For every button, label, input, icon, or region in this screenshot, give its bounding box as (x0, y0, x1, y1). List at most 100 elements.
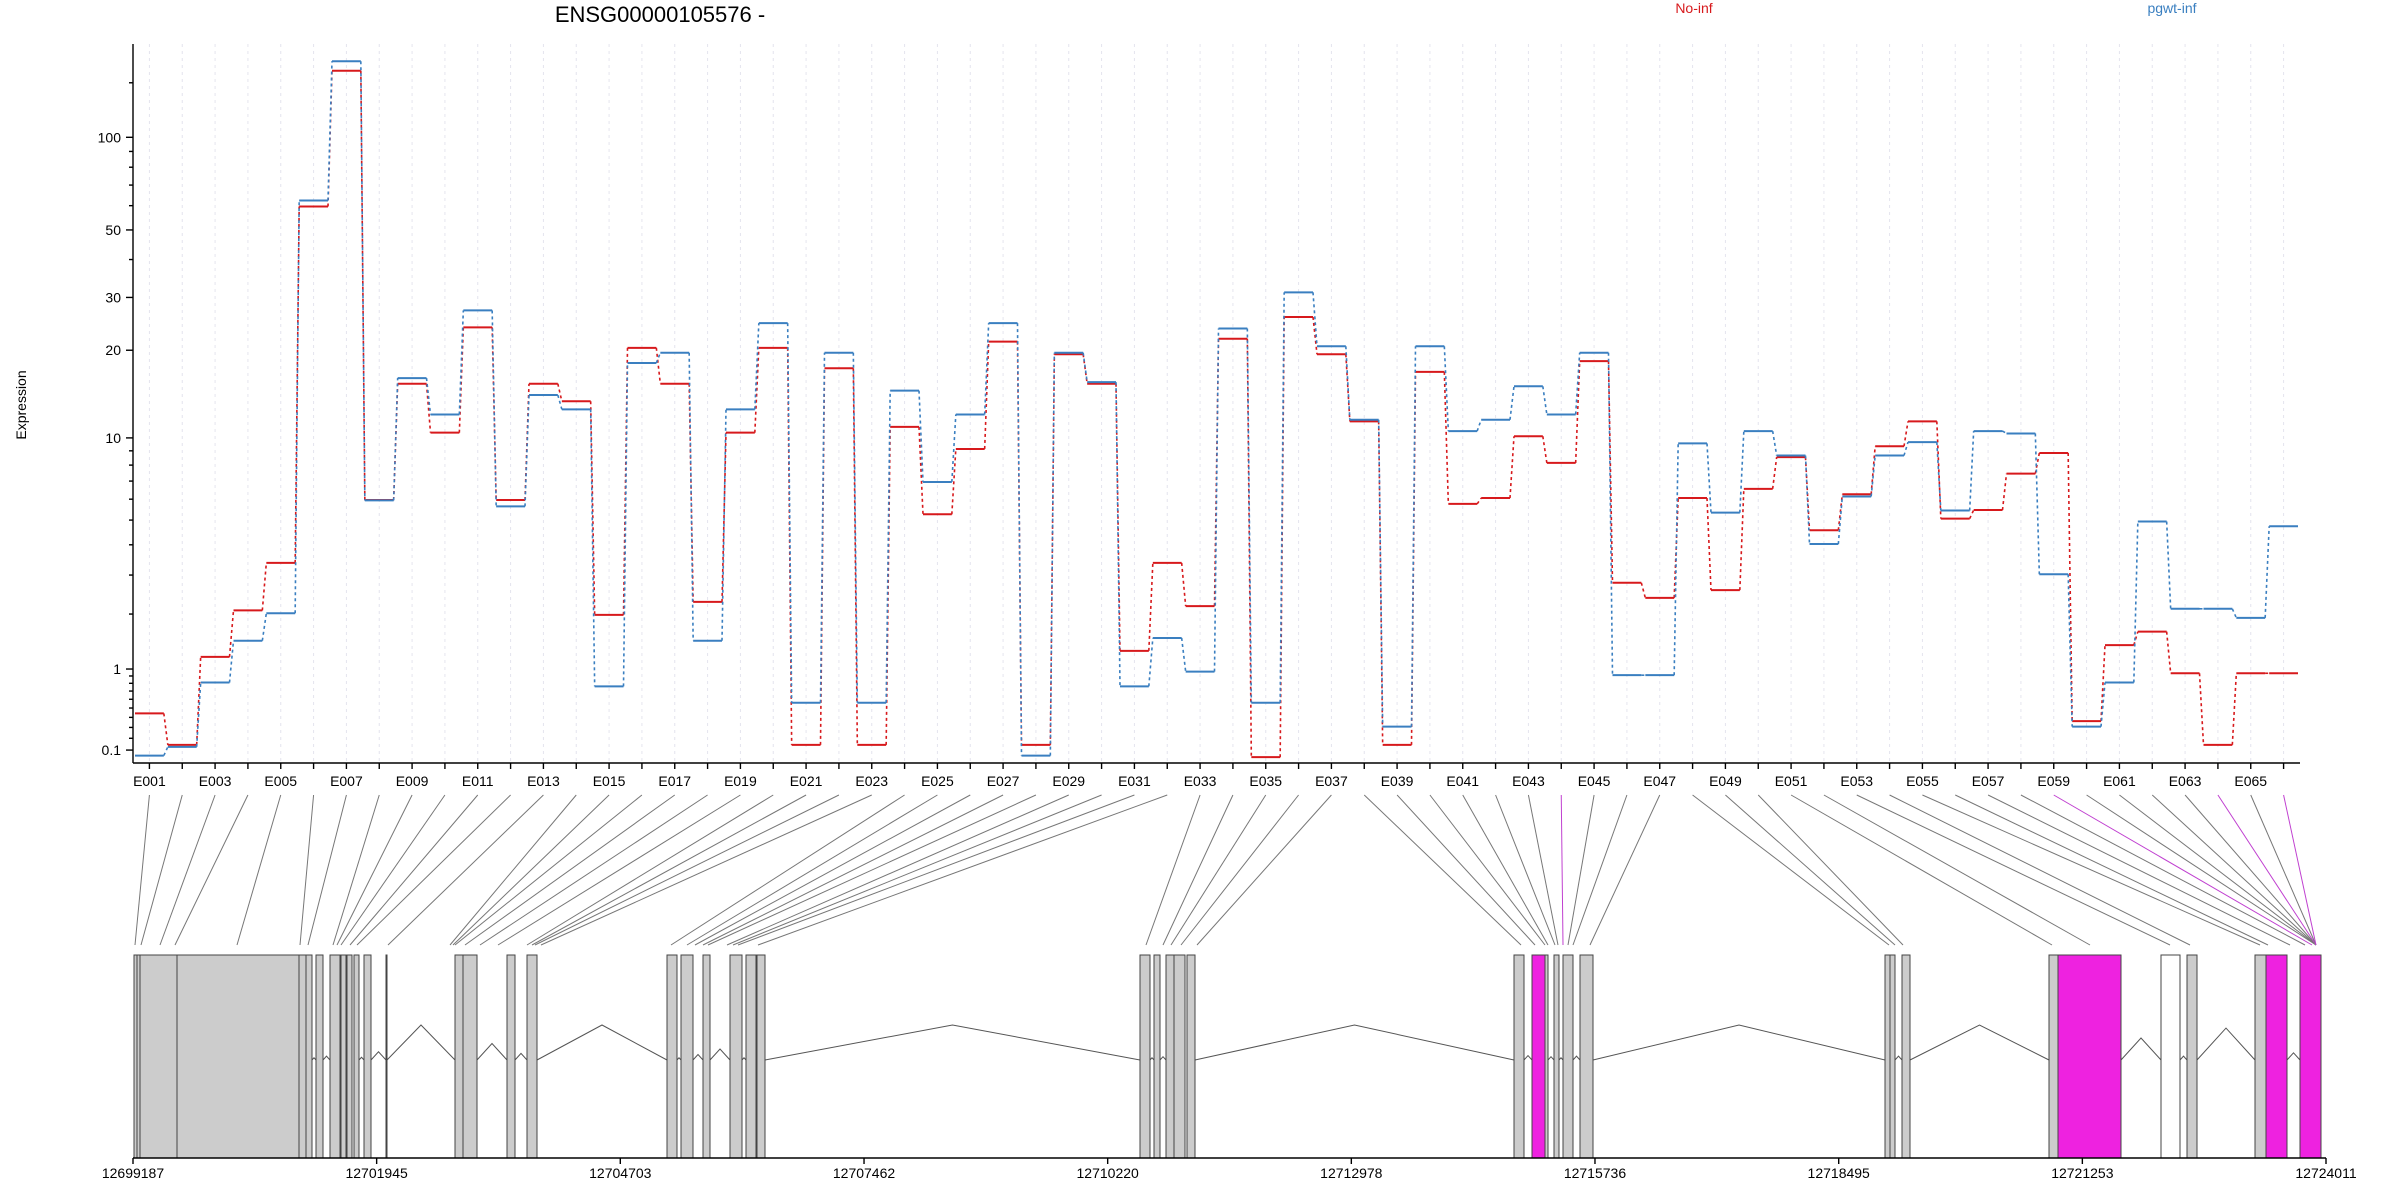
exon-connector (236, 794, 282, 946)
exon-block (1562, 954, 1574, 1159)
series-connector (1148, 637, 1154, 687)
series-connector (1739, 488, 1745, 591)
x-tick-label: E047 (1643, 773, 1676, 789)
exon-connector (2250, 794, 2317, 946)
series-connector (1213, 328, 1220, 672)
series-connector (1148, 562, 1154, 651)
exon-connector (1180, 794, 1299, 946)
series-connector (786, 323, 793, 703)
exon-block (1173, 954, 1186, 1159)
intron-line (1909, 1024, 2050, 1061)
x-tick-label: E003 (199, 773, 232, 789)
series-connector (1936, 421, 1942, 519)
series-connector (524, 395, 530, 507)
exon-connector (1589, 794, 1661, 946)
exon-block (1553, 954, 1560, 1159)
x-tick-label: E009 (396, 773, 429, 789)
exon-connector (497, 794, 741, 946)
x-tick-label: E065 (2234, 773, 2267, 789)
exon-block (2057, 954, 2122, 1159)
x-tick-label: E011 (462, 773, 494, 789)
x-tick-label: E027 (987, 773, 1020, 789)
series-connector (557, 394, 563, 410)
exon-connector (464, 794, 676, 946)
x-tick-label: E059 (2037, 773, 2070, 789)
series-connector (1443, 371, 1450, 504)
series-connector (392, 383, 399, 501)
series-connector (951, 448, 957, 515)
exon-block (2186, 954, 2198, 1159)
series-connector (2100, 645, 2106, 722)
exon-block (462, 954, 478, 1159)
chart-title: ENSG00000105576 - (555, 2, 765, 27)
exon-connector (1170, 794, 1267, 946)
genomic-axis: 12699187 12701945 12704703 12707462 12710220… (102, 1157, 2357, 1181)
series-connector (1345, 346, 1351, 420)
y-tick-label: 1 (113, 661, 121, 677)
genomic-tick-label: 12699187 (102, 1165, 165, 1181)
exon-block (1531, 954, 1546, 1159)
x-tick-label: E039 (1381, 773, 1414, 789)
series-connector (1246, 338, 1253, 758)
exon-block (2265, 954, 2288, 1159)
series-connector (163, 713, 169, 745)
genomic-tick-label: 12715736 (1564, 1165, 1627, 1181)
series-connector (1968, 509, 1975, 519)
x-tick-label: E021 (790, 773, 823, 789)
intron-line (358, 1056, 365, 1061)
exon-connector (726, 794, 1069, 946)
legend-pgwt-inf: pgwt-inf (2147, 0, 2196, 16)
series-connector (360, 61, 366, 501)
x-tick-label: E043 (1512, 773, 1545, 789)
intron-line (386, 1024, 456, 1061)
series-connector (1574, 352, 1581, 415)
genomic-tick-label: 12710220 (1077, 1165, 1140, 1181)
y-tick-label: 100 (98, 129, 122, 145)
series-connector (918, 426, 924, 515)
exon-block (2254, 954, 2267, 1159)
series-connector (1115, 382, 1121, 687)
exon-connector (159, 794, 216, 946)
series-connector (425, 383, 432, 433)
exon-block (1186, 954, 1196, 1159)
x-tick-label: E035 (1249, 773, 1282, 789)
x-tick-label: E037 (1315, 773, 1348, 789)
genomic-tick-label: 12712978 (1320, 1165, 1383, 1181)
series-connector (1180, 562, 1187, 607)
series-connector (261, 562, 268, 611)
exon-connector (534, 794, 840, 946)
exon-block (2160, 954, 2181, 1159)
y-axis-label: Expression (13, 370, 29, 439)
exon-block (666, 954, 678, 1159)
exon-connector (757, 794, 1168, 946)
exon-connector (732, 794, 1102, 946)
x-tick-label: E005 (264, 773, 297, 789)
exon-connector (356, 794, 511, 946)
intron-line (322, 1055, 331, 1061)
exon-connector (479, 794, 708, 946)
series-connector (1279, 292, 1285, 703)
plot-axes (132, 44, 2300, 764)
series-connector (1049, 352, 1056, 756)
intron-line (1159, 1055, 1167, 1061)
series-lines (135, 60, 2298, 759)
exon-connector (454, 794, 643, 946)
series-connector (754, 347, 760, 433)
exon-connector (2184, 794, 2317, 946)
x-tick-label: E033 (1184, 773, 1217, 789)
series-connector (1410, 346, 1417, 727)
exon-connector (1462, 794, 1549, 946)
series-connector (2133, 521, 2139, 683)
x-tick-label: E017 (658, 773, 691, 789)
series-connector (1574, 361, 1581, 463)
exon-connector (299, 794, 315, 946)
series-connector (819, 352, 826, 703)
series-connector (1312, 316, 1318, 355)
series-connector (1509, 436, 1515, 499)
series-connector (2067, 574, 2073, 727)
series-connector (885, 390, 891, 703)
y-tick-label: 10 (105, 430, 121, 446)
series-connector (1837, 496, 1844, 545)
series-connector (721, 409, 727, 641)
